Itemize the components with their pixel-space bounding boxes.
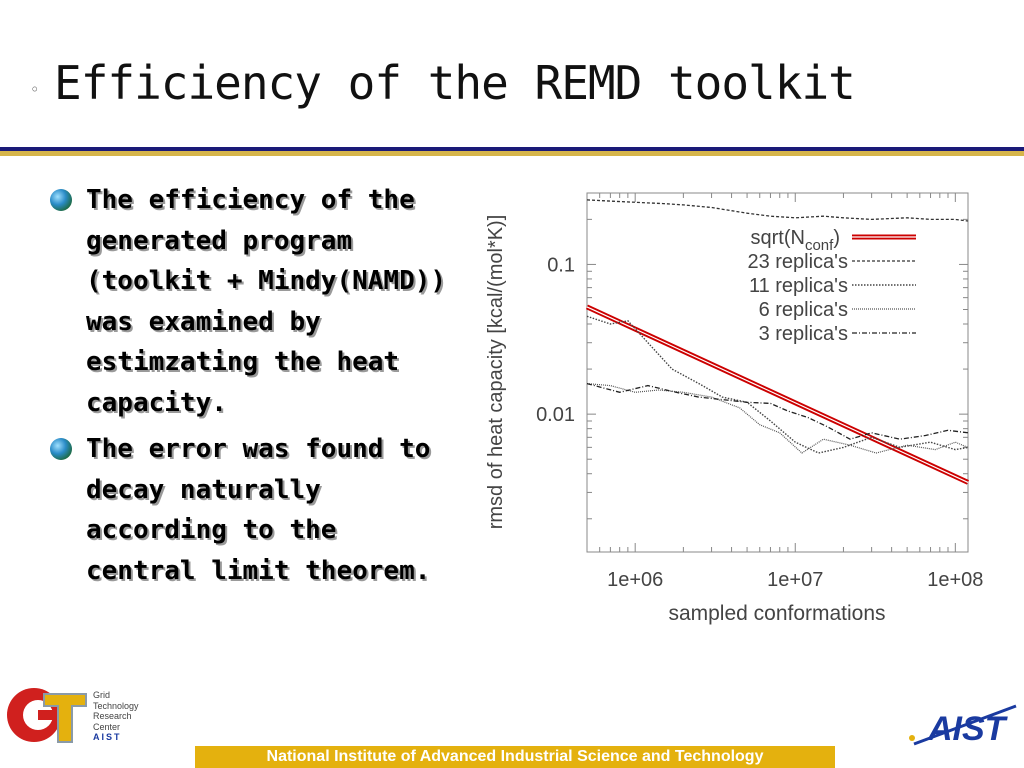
title-rule-navy bbox=[0, 147, 1024, 151]
legend-label: 11 replica's bbox=[749, 275, 848, 297]
logo-line: Technology bbox=[93, 700, 139, 711]
series-line bbox=[586, 199, 969, 222]
gtrc-logo-text: Grid Technology Research Center AIST bbox=[93, 690, 139, 743]
logo-line: AIST bbox=[93, 732, 122, 743]
bullet-item: The efficiency of the generated program … bbox=[48, 180, 458, 423]
series-line bbox=[586, 383, 969, 454]
series-line-sqrt-inner bbox=[586, 306, 969, 483]
logo-line: Research bbox=[93, 711, 132, 722]
title-bullet: ◦ bbox=[30, 80, 40, 99]
bullet-list: The efficiency of the generated program … bbox=[48, 180, 458, 597]
x-tick-label: 1e+06 bbox=[607, 569, 663, 591]
legend-label: 6 replica's bbox=[759, 299, 848, 321]
aist-logo-text: AIST bbox=[927, 710, 1009, 746]
aist-logo-icon: AIST bbox=[909, 704, 1017, 746]
gtrc-logo-icon bbox=[7, 688, 87, 743]
globe-bullet-icon bbox=[50, 189, 72, 211]
logo-line: Center bbox=[93, 721, 121, 732]
title-rule-gold bbox=[0, 151, 1024, 156]
bullet-text: The error was found to decay naturally a… bbox=[86, 434, 431, 586]
legend-label: 23 replica's bbox=[747, 251, 848, 273]
footer-bar: National Institute of Advanced Industria… bbox=[195, 746, 835, 768]
globe-bullet-icon bbox=[50, 438, 72, 460]
y-axis-label: rmsd of heat capacity [kcal/(mol*K)] bbox=[485, 215, 507, 530]
legend: sqrt(Nconf)23 replica's11 replica's6 rep… bbox=[747, 227, 916, 345]
series-layer bbox=[585, 199, 970, 485]
x-tick-label: 1e+07 bbox=[767, 569, 823, 591]
plot-frame bbox=[586, 192, 969, 553]
bullet-item: The error was found to decay naturally a… bbox=[48, 429, 458, 591]
x-tick-label: 1e+08 bbox=[927, 569, 983, 591]
axis-ticks: 1e+06 1e+07 1e+08 0.1 0.01 bbox=[536, 193, 983, 591]
y-tick-label: 0.01 bbox=[536, 404, 575, 426]
legend-label: sqrt(Nconf) bbox=[751, 227, 840, 254]
slide-title: Efficiency of the REMD toolkit bbox=[54, 56, 856, 110]
bullet-text: The efficiency of the generated program … bbox=[86, 185, 447, 418]
x-axis-label: sampled conformations bbox=[668, 602, 885, 625]
legend-label: 3 replica's bbox=[759, 323, 848, 345]
y-tick-label: 0.1 bbox=[547, 254, 575, 276]
heat-capacity-chart: 1e+06 1e+07 1e+08 0.1 0.01 sqrt(Nconf)23 rep… bbox=[485, 192, 983, 625]
logo-line: Grid bbox=[93, 690, 111, 700]
series-line bbox=[586, 382, 969, 440]
